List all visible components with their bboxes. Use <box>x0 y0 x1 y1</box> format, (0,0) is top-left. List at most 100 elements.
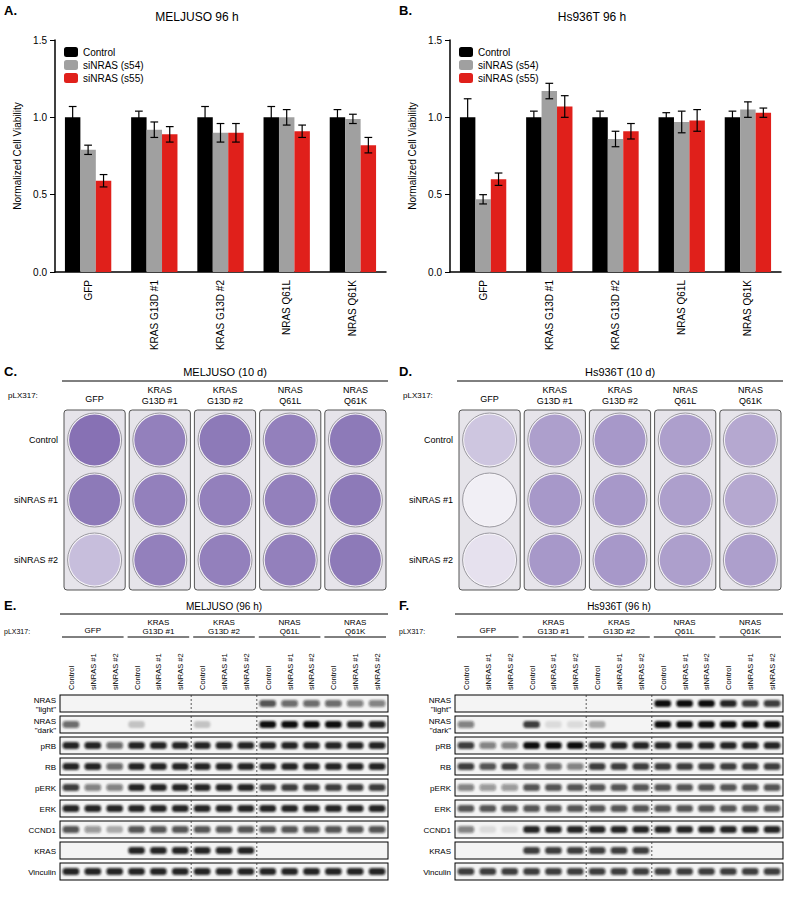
svg-text:siNRAS #1: siNRAS #1 <box>220 653 229 690</box>
svg-text:siNRAS #1: siNRAS #1 <box>615 653 624 690</box>
svg-text:KRAS: KRAS <box>429 847 451 856</box>
svg-text:KRAS G13D #2: KRAS G13D #2 <box>610 280 621 350</box>
svg-text:siNRAS #2: siNRAS #2 <box>571 653 580 690</box>
svg-text:Control: Control <box>528 665 537 690</box>
svg-text:"light": "light" <box>431 705 452 714</box>
svg-text:Normalized Cell Viability: Normalized Cell Viability <box>12 102 23 210</box>
svg-text:siNRAS #2: siNRAS #2 <box>242 653 251 690</box>
svg-text:NRAS: NRAS <box>739 618 761 627</box>
svg-text:siNRAS #1: siNRAS #1 <box>746 653 755 690</box>
svg-text:siNRAS #2: siNRAS #2 <box>702 653 711 690</box>
svg-text:pLX317:: pLX317: <box>8 391 38 400</box>
svg-text:GFP: GFP <box>480 394 499 404</box>
svg-text:1.0: 1.0 <box>33 112 47 123</box>
svg-text:0.5: 0.5 <box>428 189 442 200</box>
svg-text:Control: Control <box>724 665 733 690</box>
svg-text:CCND1: CCND1 <box>423 826 451 835</box>
svg-text:1.0: 1.0 <box>428 112 442 123</box>
svg-text:pERK: pERK <box>35 784 57 793</box>
svg-text:G13D #1: G13D #1 <box>142 396 178 406</box>
svg-text:G13D #2: G13D #2 <box>603 627 636 636</box>
svg-text:siNRAS #1: siNRAS #1 <box>681 653 690 690</box>
svg-text:pLX317:: pLX317: <box>399 628 425 636</box>
svg-text:siNRAS #1: siNRAS #1 <box>154 653 163 690</box>
svg-text:"light": "light" <box>36 705 57 714</box>
svg-text:Control: Control <box>198 665 207 690</box>
svg-text:A.: A. <box>4 3 17 18</box>
svg-text:G13D #2: G13D #2 <box>602 396 638 406</box>
svg-text:siNRAS (s55): siNRAS (s55) <box>83 73 144 84</box>
svg-text:KRAS: KRAS <box>543 385 568 395</box>
svg-text:KRAS: KRAS <box>608 385 633 395</box>
svg-text:KRAS: KRAS <box>213 618 235 627</box>
svg-text:Q61L: Q61L <box>674 396 696 406</box>
svg-text:KRAS: KRAS <box>213 385 238 395</box>
svg-text:RB: RB <box>45 763 56 772</box>
svg-text:Control: Control <box>264 665 273 690</box>
svg-text:GFP: GFP <box>480 626 496 635</box>
svg-text:G13D #2: G13D #2 <box>208 627 241 636</box>
svg-text:MELJUSO (10 d): MELJUSO (10 d) <box>183 366 267 378</box>
svg-text:1.5: 1.5 <box>33 35 47 46</box>
svg-text:NRAS Q61K: NRAS Q61K <box>742 280 753 336</box>
svg-text:Control: Control <box>67 665 76 690</box>
svg-text:Control: Control <box>478 47 510 58</box>
svg-text:NRAS Q61L: NRAS Q61L <box>281 280 292 335</box>
svg-text:0.5: 0.5 <box>33 189 47 200</box>
svg-text:siNRAS #1: siNRAS #1 <box>286 653 295 690</box>
svg-text:Control: Control <box>424 435 453 445</box>
svg-text:siNRAS #2: siNRAS #2 <box>307 653 316 690</box>
svg-text:NRAS: NRAS <box>34 696 56 705</box>
svg-text:KRAS: KRAS <box>34 847 56 856</box>
svg-text:pLX317:: pLX317: <box>403 391 433 400</box>
svg-text:pLX317:: pLX317: <box>4 628 30 636</box>
svg-text:F.: F. <box>399 598 409 613</box>
svg-text:G13D #1: G13D #1 <box>142 627 175 636</box>
svg-text:KRAS G13D #2: KRAS G13D #2 <box>215 280 226 350</box>
svg-text:siNRAS #1: siNRAS #1 <box>484 653 493 690</box>
svg-text:NRAS Q61L: NRAS Q61L <box>676 280 687 335</box>
svg-text:Vinculin: Vinculin <box>28 868 56 877</box>
svg-text:"dark": "dark" <box>35 726 56 735</box>
svg-text:D.: D. <box>399 364 412 379</box>
svg-text:Hs936T (96 h): Hs936T (96 h) <box>587 601 651 612</box>
svg-text:KRAS: KRAS <box>608 618 630 627</box>
svg-text:Hs936T 96 h: Hs936T 96 h <box>558 10 627 24</box>
svg-text:siNRAS #2: siNRAS #2 <box>373 653 382 690</box>
svg-text:siNRAS #2: siNRAS #2 <box>506 653 515 690</box>
svg-text:siNRAS #2: siNRAS #2 <box>111 653 120 690</box>
svg-text:Q61L: Q61L <box>280 627 300 636</box>
svg-text:NRAS: NRAS <box>673 618 695 627</box>
svg-text:Control: Control <box>462 665 471 690</box>
svg-text:siNRAS #2: siNRAS #2 <box>14 555 58 565</box>
svg-text:siNRAS #1: siNRAS #1 <box>351 653 360 690</box>
svg-text:Vinculin: Vinculin <box>423 868 451 877</box>
svg-text:MELJUSO (96 h): MELJUSO (96 h) <box>186 601 262 612</box>
svg-text:NRAS: NRAS <box>673 385 698 395</box>
svg-text:Q61L: Q61L <box>279 396 301 406</box>
svg-text:C.: C. <box>4 364 17 379</box>
svg-text:siNRAS (s55): siNRAS (s55) <box>478 73 539 84</box>
svg-text:Control: Control <box>29 435 58 445</box>
svg-text:Control: Control <box>659 665 668 690</box>
svg-text:NRAS: NRAS <box>343 385 368 395</box>
svg-text:G13D #1: G13D #1 <box>537 396 573 406</box>
svg-text:siNRAS #1: siNRAS #1 <box>14 495 58 505</box>
svg-text:0.0: 0.0 <box>428 267 442 278</box>
svg-text:MELJUSO 96 h: MELJUSO 96 h <box>155 10 238 24</box>
svg-text:KRAS: KRAS <box>148 618 170 627</box>
svg-text:1.5: 1.5 <box>428 35 442 46</box>
svg-text:GFP: GFP <box>85 394 104 404</box>
svg-text:ERK: ERK <box>40 805 57 814</box>
svg-text:NRAS: NRAS <box>429 717 451 726</box>
svg-text:B.: B. <box>399 3 412 18</box>
svg-text:siNRAS #2: siNRAS #2 <box>637 653 646 690</box>
svg-text:NRAS: NRAS <box>278 385 303 395</box>
svg-text:KRAS: KRAS <box>148 385 173 395</box>
svg-text:NRAS: NRAS <box>429 696 451 705</box>
svg-text:GFP: GFP <box>83 280 94 301</box>
svg-text:Q61K: Q61K <box>345 627 366 636</box>
svg-text:E.: E. <box>4 598 16 613</box>
svg-text:Control: Control <box>593 665 602 690</box>
svg-text:siNRAS #2: siNRAS #2 <box>768 653 777 690</box>
